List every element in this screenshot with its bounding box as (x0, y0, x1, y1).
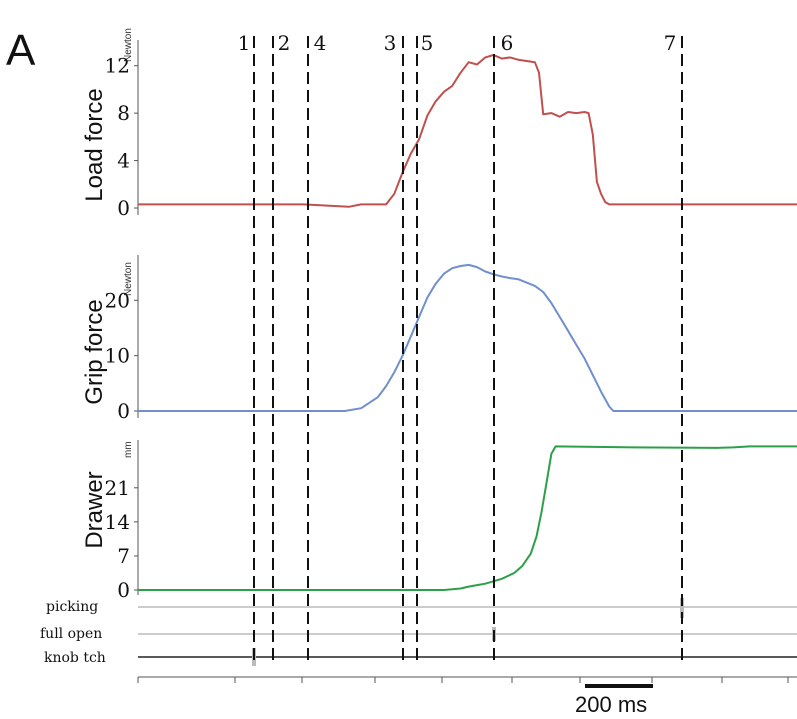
time-axis (137, 676, 797, 683)
grip-force-ytick-label-1: 10 (105, 344, 130, 368)
drawer-axis-title: Drawer (81, 471, 108, 548)
event-label-7: 7 (664, 31, 677, 55)
drawer-trace (138, 445, 797, 591)
scale-bar-label: 200 ms (575, 692, 647, 717)
knob-tch-channel-label: knob tch (44, 650, 106, 666)
grip-force-unit: Newton (123, 262, 134, 296)
drawer-unit: mm (123, 441, 134, 458)
load-force-yticks: 0 4 8 12 (105, 54, 138, 220)
grip-force-yticks: 0 10 20 (105, 288, 138, 423)
picking-channel-label: picking (46, 599, 98, 615)
drawer-ytick-label-1: 7 (117, 544, 130, 568)
traces (138, 54, 797, 591)
event-label-3: 3 (384, 31, 397, 55)
event-label-1: 1 (238, 31, 251, 55)
drawer-yticks: 0 7 14 21 (105, 476, 138, 602)
picking-event-marker (680, 598, 684, 618)
load-force-ytick-label-2: 8 (117, 101, 130, 125)
panel-label: A (6, 26, 36, 75)
event-channels: picking full open knob tch (40, 598, 797, 666)
grip-force-axis-title: Grip force (81, 299, 108, 404)
load-force-ytick-label-0: 0 (117, 196, 130, 220)
drawer-ytick-label-0: 0 (117, 578, 130, 602)
drawer-ytick-label-3: 21 (105, 476, 130, 500)
load-force-unit: Newton (123, 28, 134, 62)
load-force-ytick-label-1: 4 (117, 149, 130, 173)
event-label-5: 5 (421, 31, 434, 55)
event-label-2: 2 (278, 31, 291, 55)
grip-force-trace (138, 263, 797, 412)
event-label-4: 4 (314, 31, 327, 55)
grip-force-ytick-label-0: 0 (117, 399, 130, 423)
load-force-axis-title: Load force (81, 88, 108, 201)
load-force-ytick-label-3: 12 (105, 54, 130, 78)
full-open-channel-label: full open (40, 626, 102, 642)
event-label-6: 6 (501, 31, 514, 55)
grip-force-ytick-label-2: 20 (105, 288, 130, 312)
drawer-ytick-label-2: 14 (105, 510, 130, 534)
load-force-trace (138, 54, 797, 208)
